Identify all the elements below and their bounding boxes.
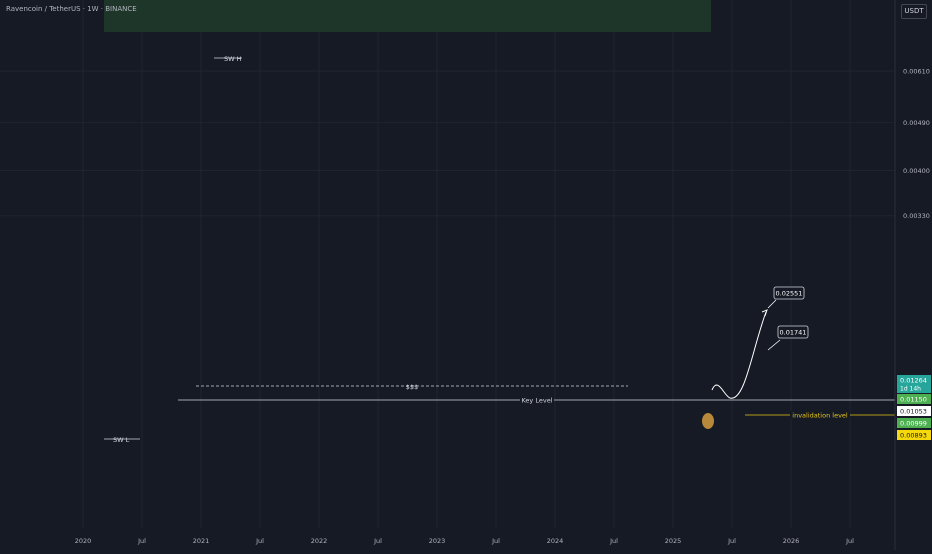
target-2-label: 0.02551 xyxy=(776,290,803,298)
x-tick-label: Jul xyxy=(845,537,854,545)
x-tick-label: Jul xyxy=(137,537,146,545)
target-1-box xyxy=(777,325,809,339)
x-tick-label: 2025 xyxy=(665,537,682,545)
invalidation-label-bg xyxy=(790,411,850,419)
price-label-box xyxy=(897,394,931,404)
key-level-label: Key Level xyxy=(521,397,552,405)
y-tick-label: 0.00400 xyxy=(903,167,930,175)
target-1-label: 0.01741 xyxy=(780,329,807,337)
price-label-box xyxy=(897,430,931,440)
y-tick-label: 0.00330 xyxy=(903,212,930,220)
price-label-box xyxy=(897,406,931,416)
projection-curve xyxy=(711,311,767,399)
price-label-box xyxy=(897,375,931,393)
x-tick-label: 2022 xyxy=(311,537,328,545)
price-label-box xyxy=(897,418,931,428)
x-tick-label: Jul xyxy=(491,537,500,545)
target-1-leader xyxy=(767,339,781,351)
projection-arrowhead xyxy=(761,309,768,317)
liquidity-label: $$$ xyxy=(406,383,418,391)
swing-low-label: SW L xyxy=(113,436,130,444)
demand-zone xyxy=(104,0,711,33)
target-2-leader xyxy=(767,299,777,309)
invalidation-label: invalidation level xyxy=(792,412,848,420)
x-tick-label: 2023 xyxy=(429,537,446,545)
swing-high-label: SW H xyxy=(224,55,242,63)
x-tick-label: Jul xyxy=(255,537,264,545)
x-tick-label: 2021 xyxy=(193,537,210,545)
price-label-value: 0.00893 xyxy=(900,432,927,440)
price-label-value: 0.01053 xyxy=(900,408,927,416)
x-tick-label: Jul xyxy=(727,537,736,545)
symbol-title[interactable]: Ravencoin / TetherUS · 1W · BINANCE xyxy=(6,5,137,13)
price-label-value: 0.01264 xyxy=(900,377,927,385)
currency-button[interactable]: USDT xyxy=(901,4,927,19)
x-tick-label: 2020 xyxy=(75,537,92,545)
x-tick-label: 2026 xyxy=(783,537,800,545)
target-2-box xyxy=(773,286,805,300)
key-level-label-bg xyxy=(520,396,554,404)
y-tick-label: 0.00610 xyxy=(903,68,930,76)
y-tick-label: 0.00490 xyxy=(903,119,930,127)
price-label-value: 0.01150 xyxy=(900,396,927,404)
price-label-value: 0.00999 xyxy=(900,420,927,428)
x-tick-label: 2024 xyxy=(547,537,564,545)
x-tick-label: Jul xyxy=(373,537,382,545)
price-label-countdown: 1d 14h xyxy=(900,386,921,393)
x-tick-label: Jul xyxy=(609,537,618,545)
current-price-marker xyxy=(702,413,714,429)
